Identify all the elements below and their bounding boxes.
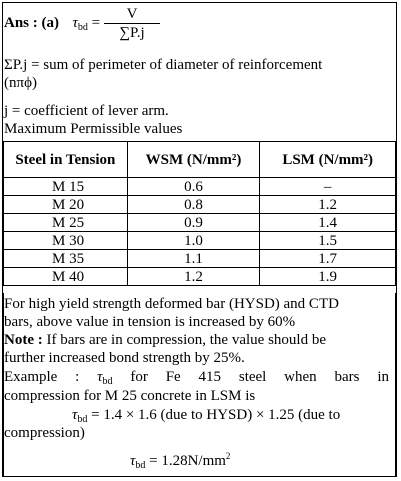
table-row: M 20 0.8 1.2 xyxy=(3,195,396,214)
result-value: = 1.28N/mm xyxy=(145,453,226,469)
tau-subscript: bd xyxy=(77,414,88,425)
cell-grade: M 15 xyxy=(3,177,128,196)
compression-note-line-2: further increased bond strength by 25%. xyxy=(4,350,245,366)
answer-prefix: Ans : (a) xyxy=(4,15,59,31)
result-line: τbd = 1.28N/mm2 xyxy=(130,447,230,475)
example-line-1: Example : τbd for Fe 415 steel when bars… xyxy=(4,368,389,391)
table-row: M 25 0.9 1.4 xyxy=(3,213,396,232)
tau-subscript: bd xyxy=(102,376,113,387)
tau-symbol: τ xyxy=(72,407,78,423)
header-wsm: WSM (N/mm²) xyxy=(126,141,261,178)
hysd-note-line-2: bars, above value in tension is increase… xyxy=(4,314,296,330)
cell-wsm: 1.2 xyxy=(126,267,261,286)
cell-grade: M 35 xyxy=(3,249,128,268)
table-row: M 40 1.2 1.9 xyxy=(3,267,396,286)
tau-subscript: bd xyxy=(77,22,88,33)
cell-lsm: 1.5 xyxy=(259,231,396,250)
notes-box xyxy=(3,293,396,477)
compression-note-line-1: Note : If bars are in compression, the v… xyxy=(4,331,326,349)
hysd-note-line-1: For high yield strength deformed bar (HY… xyxy=(4,296,339,312)
cell-grade: M 30 xyxy=(3,231,128,250)
example-label: Example : xyxy=(4,369,98,385)
definition-lever-arm: j = coefficient of lever arm. xyxy=(4,103,169,119)
calculation-line-2: compression) xyxy=(4,425,85,441)
cell-grade: M 20 xyxy=(3,195,128,214)
table-row: M 35 1.1 1.7 xyxy=(3,249,396,268)
table-caption: Maximum Permissible values xyxy=(4,121,183,137)
header-steel: Steel in Tension xyxy=(3,141,128,178)
fraction-numerator: V xyxy=(126,6,138,22)
definition-perimeter-formula: (nπϕ) xyxy=(4,75,37,91)
table-row: M 30 1.0 1.5 xyxy=(3,231,396,250)
cell-lsm: 1.9 xyxy=(259,267,396,286)
permissible-values-table: Steel in Tension WSM (N/mm²) LSM (N/mm²)… xyxy=(3,141,396,286)
calculation-line-1: τbd = 1.4 × 1.6 (due to HYSD) × 1.25 (du… xyxy=(72,406,340,429)
definition-perimeter: ΣP.j = sum of perimeter of diameter of r… xyxy=(4,57,323,73)
tau-symbol: τ xyxy=(97,369,103,385)
fraction-bar xyxy=(104,23,160,24)
answer-line: Ans : (a) τbd = xyxy=(4,14,100,37)
cell-lsm: 1.7 xyxy=(259,249,396,268)
cell-wsm: 1.0 xyxy=(126,231,261,250)
cell-lsm: 1.4 xyxy=(259,213,396,232)
cell-lsm: 1.2 xyxy=(259,195,396,214)
table-header-row: Steel in Tension WSM (N/mm²) LSM (N/mm²) xyxy=(3,141,396,178)
equals-sign: = xyxy=(91,15,101,31)
result-unit-superscript: 2 xyxy=(225,451,231,461)
cell-wsm: 1.1 xyxy=(126,249,261,268)
example-line-2: compression for M 25 concrete in LSM is xyxy=(4,388,256,404)
cell-grade: M 40 xyxy=(3,267,128,286)
tau-symbol: τ xyxy=(72,15,78,31)
note-label: Note : xyxy=(4,332,43,348)
example-text: for Fe 415 steel when bars in xyxy=(112,369,389,385)
cell-grade: M 25 xyxy=(3,213,128,232)
cell-wsm: 0.6 xyxy=(126,177,261,196)
table-row: M 15 0.6 – xyxy=(3,177,396,196)
fraction-denominator: ∑P.j xyxy=(119,25,145,41)
cell-wsm: 0.8 xyxy=(126,195,261,214)
header-lsm: LSM (N/mm²) xyxy=(259,141,396,178)
tau-subscript: bd xyxy=(135,460,146,471)
note-text: If bars are in compression, the value sh… xyxy=(42,332,326,348)
tau-symbol: τ xyxy=(130,453,136,469)
calculation-text: = 1.4 × 1.6 (due to HYSD) × 1.25 (due to xyxy=(87,407,341,423)
bond-stress-fraction: V ∑P.j xyxy=(104,6,160,41)
cell-lsm: – xyxy=(259,177,396,196)
cell-wsm: 0.9 xyxy=(126,213,261,232)
